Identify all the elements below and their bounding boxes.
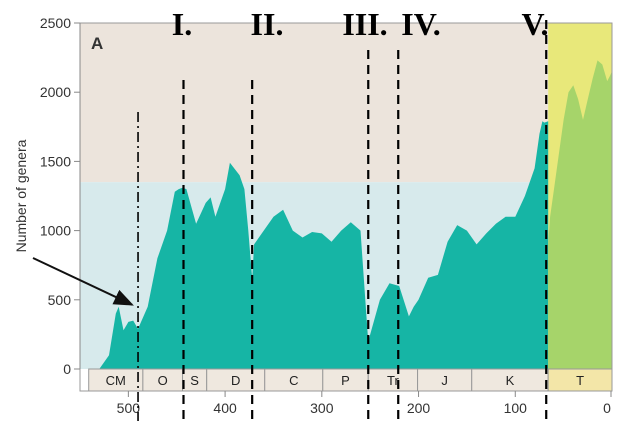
annotation-arrow [32, 257, 134, 306]
period-label-k: K [506, 373, 515, 388]
period-label-t: T [576, 373, 584, 388]
period-box-t [547, 368, 613, 392]
period-label-cm: CM [106, 373, 126, 388]
period-label-j: J [441, 373, 448, 388]
x-tick-label-500: 500 [117, 400, 141, 416]
series-area-0 [99, 121, 549, 369]
x-tick-label-0: 0 [603, 400, 611, 416]
period-label-p: P [341, 373, 350, 388]
extinction-label-4: IV. [401, 6, 440, 42]
panel-letter: A [91, 34, 103, 53]
x-tick-label-100: 100 [504, 400, 528, 416]
period-label-s: S [190, 373, 199, 388]
background-band-upper [80, 23, 549, 183]
y-axis-title: Number of genera [13, 139, 29, 252]
period-label-tr: Tr [387, 373, 399, 388]
extinction-lines [182, 20, 548, 421]
extinction-label-2: II. [251, 6, 284, 42]
y-tick-label-1500: 1500 [40, 153, 71, 169]
x-tick-label-400: 400 [213, 400, 237, 416]
y-tick-label-1000: 1000 [40, 223, 71, 239]
extinction-label-5: V. [522, 6, 549, 42]
y-tick-label-2500: 2500 [40, 15, 71, 31]
extinction-labels: I. II. III. IV. V. [172, 6, 549, 42]
x-tick-label-200: 200 [407, 400, 431, 416]
annotations [32, 112, 139, 421]
period-label-c: C [289, 373, 298, 388]
extinction-label-3: III. [342, 6, 387, 42]
y-tick-label-2000: 2000 [40, 84, 71, 100]
series-areas [99, 60, 612, 370]
y-tick-label-500: 500 [48, 292, 72, 308]
period-label-d: D [231, 373, 240, 388]
period-label-o: O [158, 373, 168, 388]
series-area-1 [548, 60, 612, 370]
geologic-period-bar: CM O S D C P Tr J K T [88, 368, 613, 392]
extinction-label-1: I. [172, 6, 192, 42]
x-tick-label-300: 300 [310, 400, 334, 416]
y-tick-label-0: 0 [63, 361, 71, 377]
